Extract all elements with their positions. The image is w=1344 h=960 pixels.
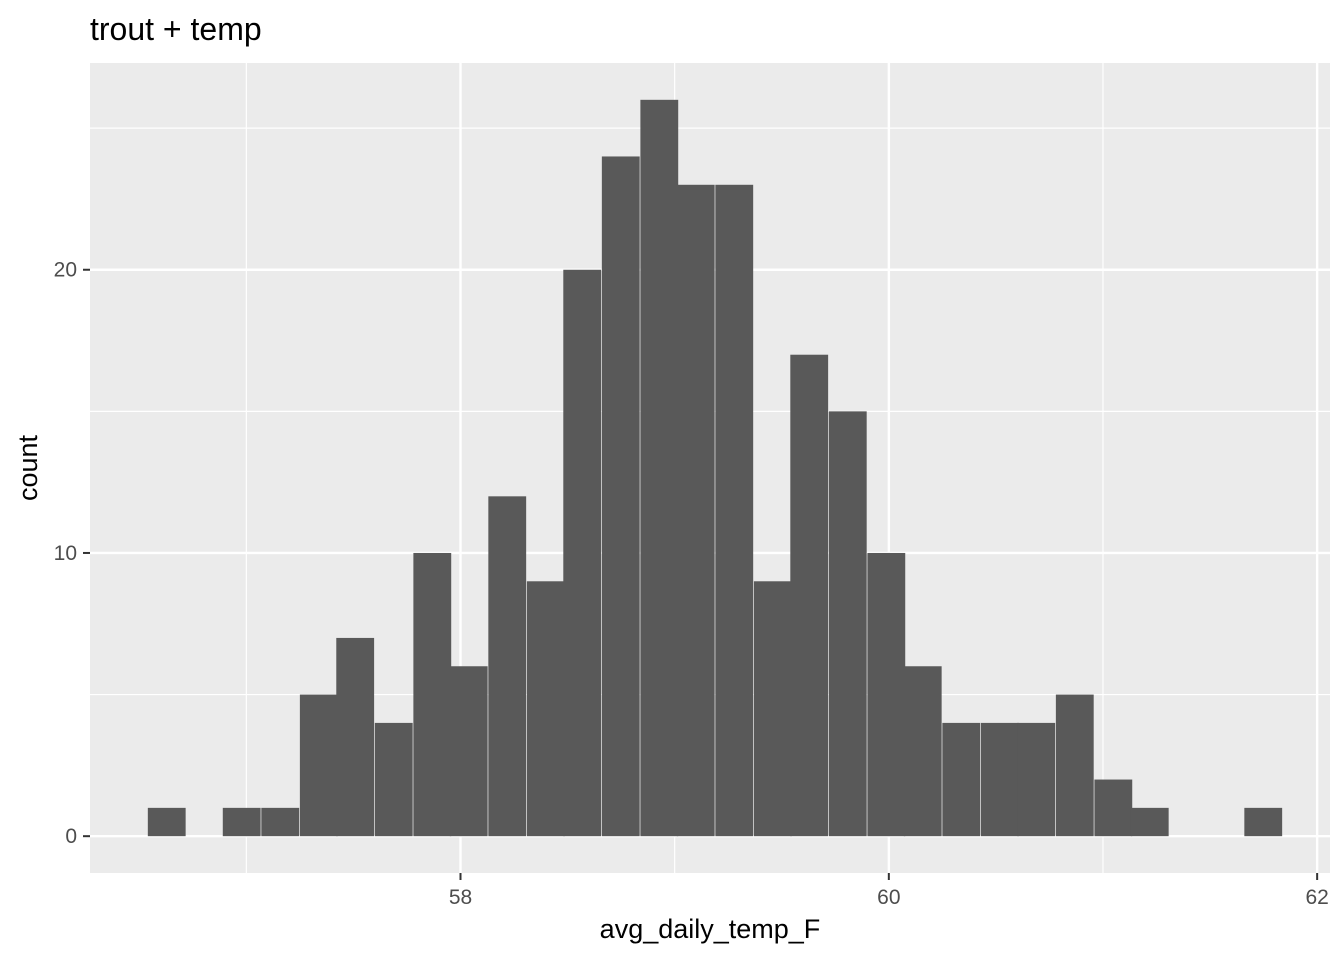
- y-axis: 0 10 20: [54, 259, 90, 848]
- histogram-bar: [753, 581, 792, 837]
- histogram-bar: [449, 666, 488, 837]
- histogram-bar: [563, 269, 602, 837]
- histogram-bar: [980, 722, 1019, 837]
- y-tick-label: 0: [65, 825, 77, 848]
- histogram-bar: [1094, 779, 1133, 837]
- x-axis-title: avg_daily_temp_F: [600, 914, 821, 944]
- histogram-bar: [374, 722, 413, 837]
- y-tick-label: 20: [54, 259, 77, 282]
- histogram-bar: [1130, 807, 1169, 837]
- histogram-bar: [715, 184, 754, 837]
- histogram-bar: [261, 807, 300, 837]
- x-tick-label: 60: [877, 886, 900, 909]
- histogram-bar: [222, 807, 261, 837]
- histogram-bar: [147, 807, 186, 837]
- x-axis: 58 60 62: [449, 873, 1329, 909]
- histogram-bar: [676, 184, 715, 837]
- histogram-bar: [1055, 694, 1094, 837]
- histogram-bars: [147, 99, 1283, 837]
- histogram-bar: [488, 496, 527, 837]
- histogram-bar: [601, 156, 640, 837]
- histogram-bar: [299, 694, 338, 837]
- histogram-bar: [336, 637, 375, 837]
- y-axis-title: count: [13, 434, 43, 501]
- histogram-bar: [526, 581, 565, 837]
- histogram-bar: [1017, 722, 1056, 837]
- y-tick-label: 10: [54, 542, 77, 565]
- histogram-bar: [640, 99, 679, 837]
- histogram-bar: [790, 354, 829, 837]
- x-tick-label: 62: [1305, 886, 1328, 909]
- histogram-bar: [828, 411, 867, 837]
- histogram-bar: [942, 722, 981, 837]
- chart-title: trout + temp: [90, 11, 262, 47]
- histogram-bar: [413, 552, 452, 837]
- histogram-bar: [903, 666, 942, 837]
- histogram-bar: [1244, 807, 1283, 837]
- histogram-bar: [867, 552, 906, 837]
- x-tick-label: 58: [449, 886, 472, 909]
